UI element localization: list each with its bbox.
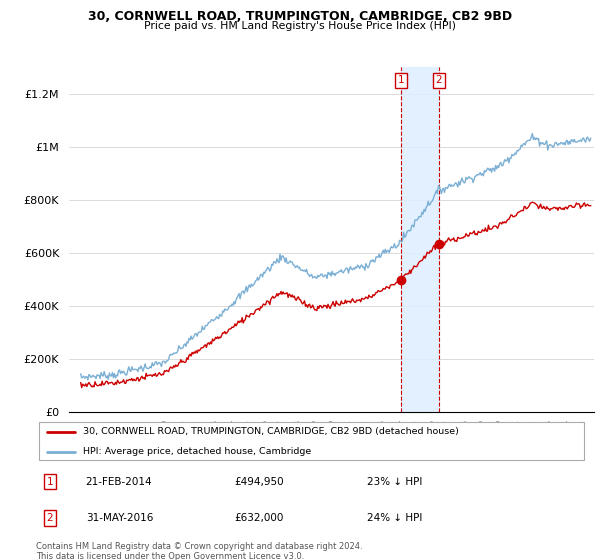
Text: 24% ↓ HPI: 24% ↓ HPI [367, 513, 422, 523]
Text: 2: 2 [46, 513, 53, 523]
Text: 23% ↓ HPI: 23% ↓ HPI [367, 477, 422, 487]
FancyBboxPatch shape [39, 422, 584, 460]
Text: Contains HM Land Registry data © Crown copyright and database right 2024.
This d: Contains HM Land Registry data © Crown c… [36, 542, 362, 560]
Text: 30, CORNWELL ROAD, TRUMPINGTON, CAMBRIDGE, CB2 9BD (detached house): 30, CORNWELL ROAD, TRUMPINGTON, CAMBRIDG… [83, 427, 459, 436]
Text: 1: 1 [397, 76, 404, 86]
Text: 21-FEB-2014: 21-FEB-2014 [86, 477, 152, 487]
Text: 2: 2 [436, 76, 442, 86]
Text: 30, CORNWELL ROAD, TRUMPINGTON, CAMBRIDGE, CB2 9BD: 30, CORNWELL ROAD, TRUMPINGTON, CAMBRIDG… [88, 10, 512, 23]
Bar [401, 67, 439, 412]
Text: £632,000: £632,000 [235, 513, 284, 523]
Text: 31-MAY-2016: 31-MAY-2016 [86, 513, 153, 523]
Text: £494,950: £494,950 [235, 477, 284, 487]
Text: HPI: Average price, detached house, Cambridge: HPI: Average price, detached house, Camb… [83, 447, 311, 456]
Text: Price paid vs. HM Land Registry's House Price Index (HPI): Price paid vs. HM Land Registry's House … [144, 21, 456, 31]
Text: 1: 1 [46, 477, 53, 487]
